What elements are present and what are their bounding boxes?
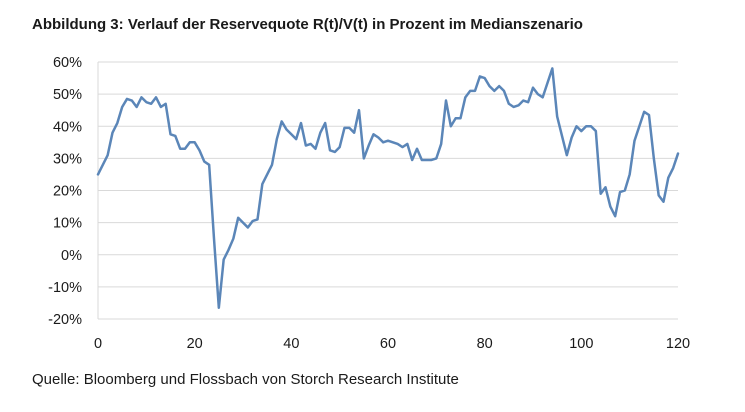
chart-title: Abbildung 3: Verlauf der Reservequote R(… <box>32 16 583 33</box>
series <box>96 67 680 310</box>
x-tick-label: 0 <box>94 336 102 352</box>
x-tick-label: 80 <box>477 336 493 352</box>
y-tick-label: 30% <box>53 151 82 167</box>
x-tick-label: 20 <box>187 336 203 352</box>
y-tick-label: 10% <box>53 216 82 232</box>
x-tick-label: 60 <box>380 336 396 352</box>
series-line-reservequote <box>96 67 680 310</box>
y-tick-label: -10% <box>48 280 82 296</box>
y-tick-label: 60% <box>53 55 82 71</box>
source-note: Quelle: Bloomberg und Flossbach von Stor… <box>32 371 459 388</box>
x-tick-label: 120 <box>666 336 690 352</box>
y-tick-label: 20% <box>53 184 82 200</box>
y-tick-label: 50% <box>53 87 82 103</box>
gridlines <box>98 61 678 320</box>
y-tick-labels: -20% -10% 0% 10% 20% 30% 40% 50% 60% <box>48 55 82 328</box>
y-tick-label: 40% <box>53 119 82 135</box>
x-tick-labels: 0 20 40 60 80 100 120 <box>94 336 690 352</box>
x-tick-label: 40 <box>283 336 299 352</box>
y-tick-label: 0% <box>61 248 82 264</box>
y-tick-label: -20% <box>48 312 82 328</box>
x-tick-label: 100 <box>569 336 593 352</box>
